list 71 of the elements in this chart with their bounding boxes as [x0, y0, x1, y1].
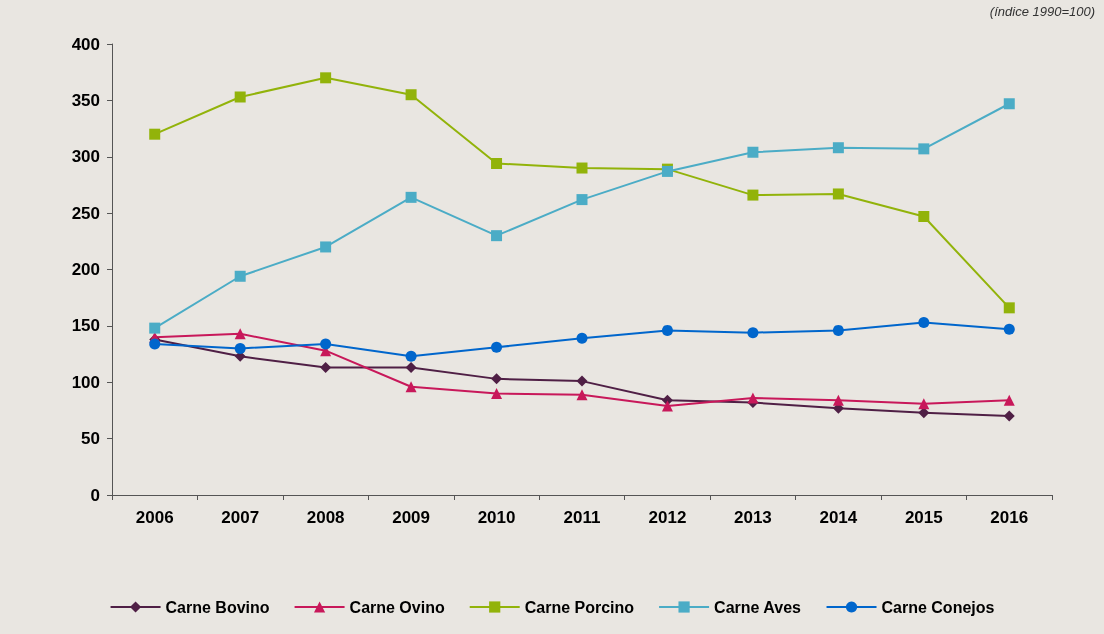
y-tick-label: 400 [71, 34, 100, 54]
x-tick-label: 2013 [734, 508, 772, 527]
x-tick-label: 2014 [819, 508, 858, 527]
point [1003, 323, 1015, 335]
point [405, 350, 417, 362]
point [1003, 394, 1015, 406]
x-tick-label: 2007 [221, 508, 260, 527]
chart-subtitle: (índice 1990=100) [989, 4, 1096, 19]
point [918, 211, 930, 223]
y-tick-label: 300 [71, 147, 100, 167]
point [918, 398, 930, 410]
point [405, 362, 417, 374]
legend-label: Carne Conejos [881, 598, 995, 616]
point [491, 341, 503, 353]
y-tick-label: 100 [71, 372, 100, 392]
y-tick-label: 350 [71, 90, 100, 110]
point [576, 162, 588, 174]
point [576, 375, 588, 387]
point [234, 342, 246, 354]
legend-label: Carne Ovino [349, 598, 445, 616]
y-tick-label: 50 [81, 429, 100, 449]
point [491, 158, 503, 170]
point [320, 362, 332, 374]
x-tick-label: 2009 [392, 508, 430, 527]
legend-label: Carne Aves [714, 598, 802, 616]
point [405, 191, 417, 203]
point [1003, 410, 1015, 422]
y-tick-label: 0 [90, 485, 100, 505]
y-tick-label: 150 [71, 316, 100, 336]
point [491, 388, 503, 400]
point [149, 322, 161, 334]
point [491, 373, 503, 385]
point [320, 72, 332, 84]
x-tick-label: 2016 [990, 508, 1029, 527]
point [1003, 98, 1015, 110]
point [1003, 302, 1015, 314]
point [918, 143, 930, 155]
point [320, 241, 332, 253]
y-tick-label: 250 [71, 203, 100, 223]
point [405, 381, 417, 393]
point [576, 194, 588, 206]
x-tick-label: 2006 [135, 508, 174, 527]
legend-label: Carne Bovino [165, 598, 270, 616]
point [405, 89, 417, 101]
point [832, 324, 844, 336]
legend-label: Carne Porcino [524, 598, 635, 616]
point [747, 189, 759, 201]
point [320, 338, 332, 350]
point [747, 146, 759, 158]
x-tick-label: 2010 [477, 508, 516, 527]
x-tick-label: 2008 [306, 508, 345, 527]
point [661, 400, 673, 412]
point [149, 338, 161, 350]
point [661, 324, 673, 336]
point [234, 270, 246, 282]
point [149, 128, 161, 140]
point [491, 230, 503, 242]
point [576, 389, 588, 401]
x-tick-label: 2015 [904, 508, 943, 527]
point [832, 142, 844, 154]
x-tick-label: 2012 [648, 508, 687, 527]
point [576, 332, 588, 344]
point [832, 394, 844, 406]
point [747, 392, 759, 404]
point [234, 91, 246, 103]
point [234, 328, 246, 340]
x-tick-label: 2011 [563, 508, 601, 527]
y-tick-label: 200 [71, 260, 100, 279]
point [832, 188, 844, 200]
point [918, 317, 930, 328]
point [747, 327, 759, 339]
